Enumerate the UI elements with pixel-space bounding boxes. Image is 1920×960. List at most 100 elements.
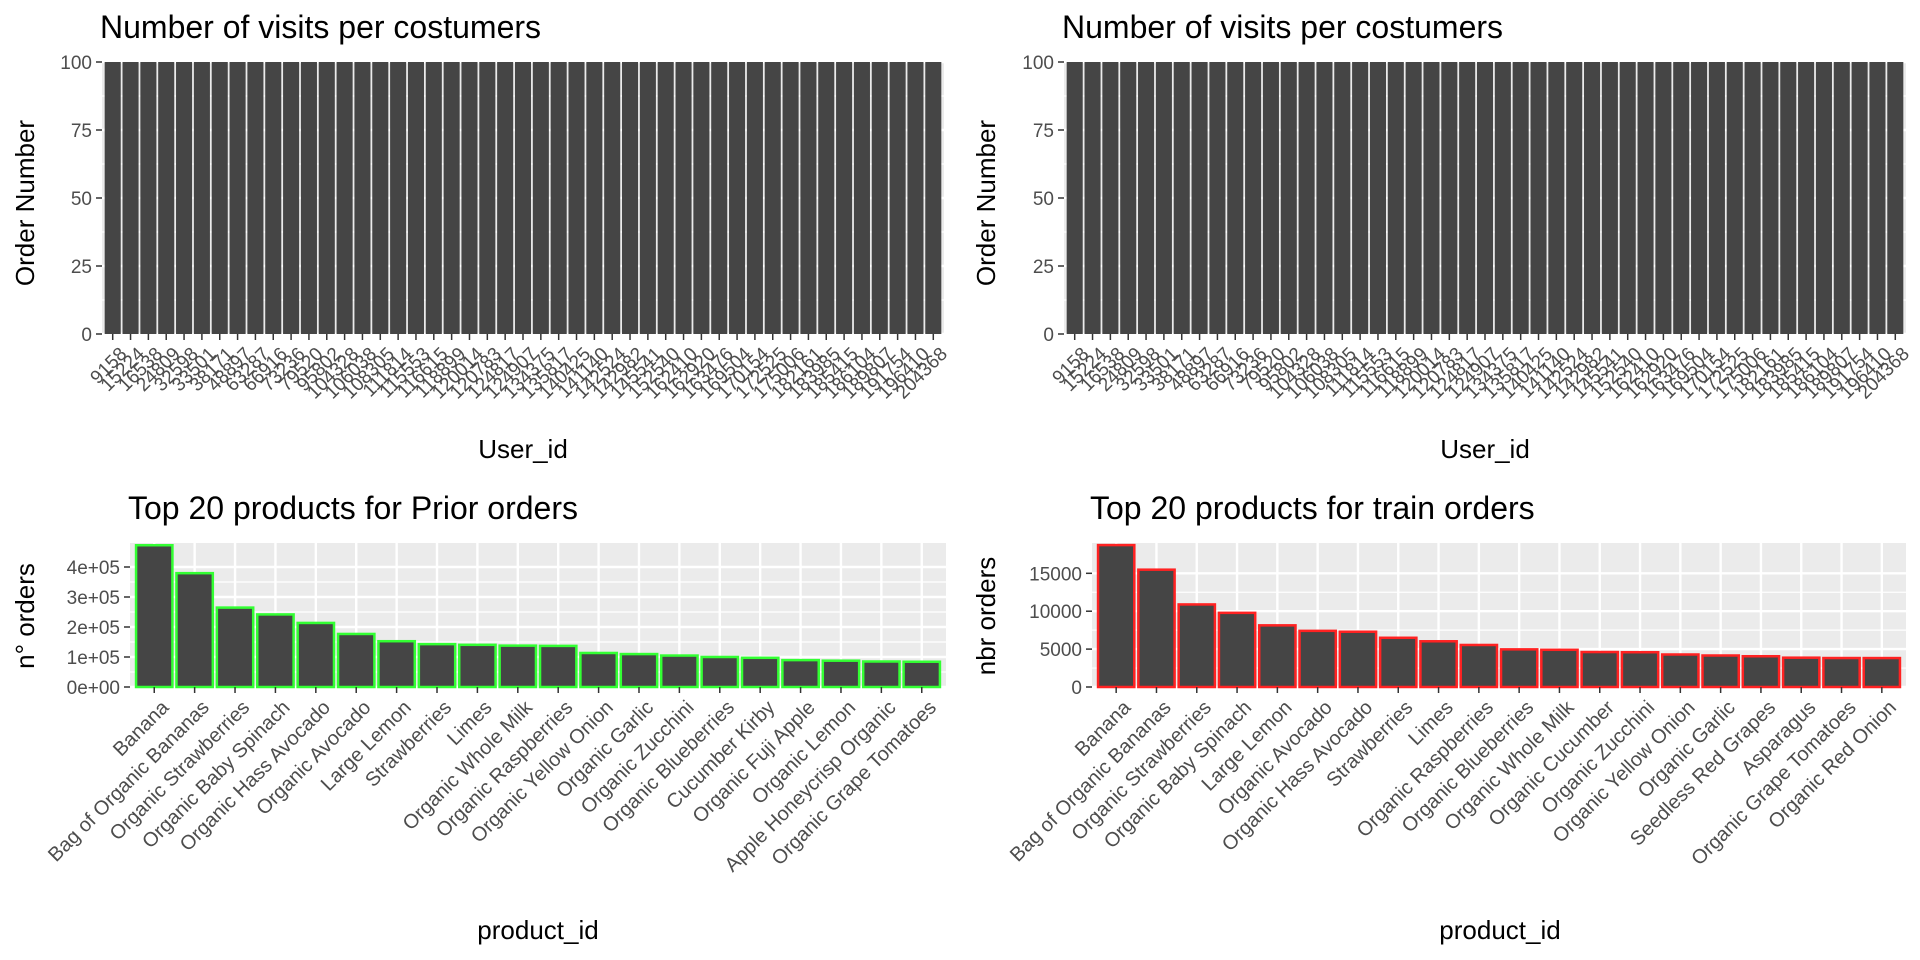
y-tick-label: 25 bbox=[71, 257, 92, 278]
bar bbox=[622, 62, 639, 334]
bar bbox=[407, 62, 424, 334]
bar bbox=[1227, 62, 1244, 334]
bar bbox=[1245, 62, 1262, 334]
bar bbox=[1815, 62, 1832, 334]
bar bbox=[781, 658, 821, 689]
y-tick-label: 0 bbox=[1071, 678, 1082, 699]
bar bbox=[1316, 62, 1333, 334]
chart-visits-per-customer-left: Number of visits per costumers User_id O… bbox=[10, 9, 952, 464]
y-tick-label: 0e+00 bbox=[67, 678, 120, 699]
bar bbox=[1378, 636, 1418, 689]
bar bbox=[907, 62, 924, 334]
bar bbox=[390, 62, 407, 334]
bar bbox=[497, 62, 514, 334]
bar bbox=[1352, 62, 1369, 334]
bar bbox=[122, 62, 139, 334]
x-axis-title: product_id bbox=[477, 915, 598, 945]
bar bbox=[1744, 62, 1761, 334]
chart-top20-train-orders: Top 20 products for train orders product… bbox=[971, 490, 1906, 945]
bar bbox=[1851, 62, 1868, 334]
bar bbox=[1120, 62, 1137, 334]
bar bbox=[283, 62, 300, 334]
bar bbox=[1660, 653, 1700, 689]
bar bbox=[1298, 62, 1315, 334]
bar bbox=[1173, 62, 1190, 334]
bar bbox=[1601, 62, 1618, 334]
bar bbox=[1494, 62, 1511, 334]
bar bbox=[836, 62, 853, 334]
bar bbox=[1673, 62, 1690, 334]
bar bbox=[711, 62, 728, 334]
y-tick-label: 0 bbox=[1043, 325, 1054, 346]
bar bbox=[498, 644, 538, 689]
bar bbox=[336, 632, 376, 689]
bar bbox=[532, 62, 549, 334]
bar bbox=[871, 62, 888, 334]
bar bbox=[821, 659, 861, 689]
bar bbox=[318, 62, 335, 334]
bar bbox=[1405, 62, 1422, 334]
bar bbox=[215, 606, 255, 689]
bar bbox=[729, 62, 746, 334]
bar bbox=[514, 62, 532, 334]
chart-title: Top 20 products for Prior orders bbox=[128, 490, 578, 526]
bar bbox=[538, 644, 578, 689]
chart-title: Number of visits per costumers bbox=[100, 9, 541, 45]
y-axis-title: Order Number bbox=[10, 120, 40, 286]
bar bbox=[1691, 62, 1708, 334]
y-tick-label: 0 bbox=[81, 325, 92, 346]
bar bbox=[1387, 62, 1404, 334]
bar bbox=[1762, 62, 1779, 334]
bar bbox=[1298, 629, 1338, 689]
bar bbox=[461, 62, 478, 334]
bar bbox=[1780, 62, 1797, 334]
bar bbox=[336, 62, 353, 334]
bar bbox=[1741, 654, 1781, 689]
bar bbox=[1781, 656, 1821, 689]
bar bbox=[740, 656, 780, 689]
bar bbox=[1726, 62, 1743, 334]
bar bbox=[247, 62, 264, 334]
bar bbox=[1540, 648, 1579, 689]
y-tick-label: 3e+05 bbox=[67, 588, 120, 609]
bar bbox=[1822, 656, 1861, 689]
bar bbox=[1066, 62, 1083, 334]
bar bbox=[1459, 62, 1476, 334]
bar bbox=[1655, 62, 1672, 334]
y-tick-label: 1e+05 bbox=[67, 648, 120, 669]
bar bbox=[1566, 62, 1583, 334]
bar bbox=[639, 62, 656, 334]
bar bbox=[1177, 603, 1217, 689]
bar bbox=[1619, 62, 1636, 334]
bar bbox=[265, 62, 282, 334]
bar bbox=[568, 62, 585, 334]
bar bbox=[255, 613, 295, 689]
bar bbox=[1137, 568, 1176, 689]
bar bbox=[1441, 62, 1458, 334]
bar bbox=[176, 62, 193, 334]
bar bbox=[1620, 650, 1660, 689]
bar bbox=[1084, 62, 1101, 334]
bar bbox=[746, 62, 763, 334]
chart-title: Top 20 products for train orders bbox=[1090, 490, 1535, 526]
bar bbox=[550, 62, 567, 334]
bar bbox=[1499, 648, 1539, 689]
bar bbox=[1338, 630, 1378, 689]
bar bbox=[296, 621, 336, 689]
y-tick-label: 10000 bbox=[1029, 602, 1082, 623]
bar bbox=[443, 62, 460, 334]
bar bbox=[229, 62, 246, 334]
bar bbox=[700, 655, 740, 689]
y-axis-title: nbr orders bbox=[971, 557, 1001, 676]
bar bbox=[764, 62, 781, 334]
bar bbox=[1369, 62, 1386, 334]
bar bbox=[818, 62, 835, 334]
bar bbox=[1217, 611, 1257, 689]
bar bbox=[1262, 62, 1279, 334]
bar bbox=[1096, 543, 1136, 689]
bar bbox=[1102, 62, 1119, 334]
bar bbox=[175, 571, 215, 689]
bar bbox=[1887, 62, 1904, 334]
bar bbox=[925, 62, 942, 334]
y-tick-label: 50 bbox=[71, 189, 92, 210]
